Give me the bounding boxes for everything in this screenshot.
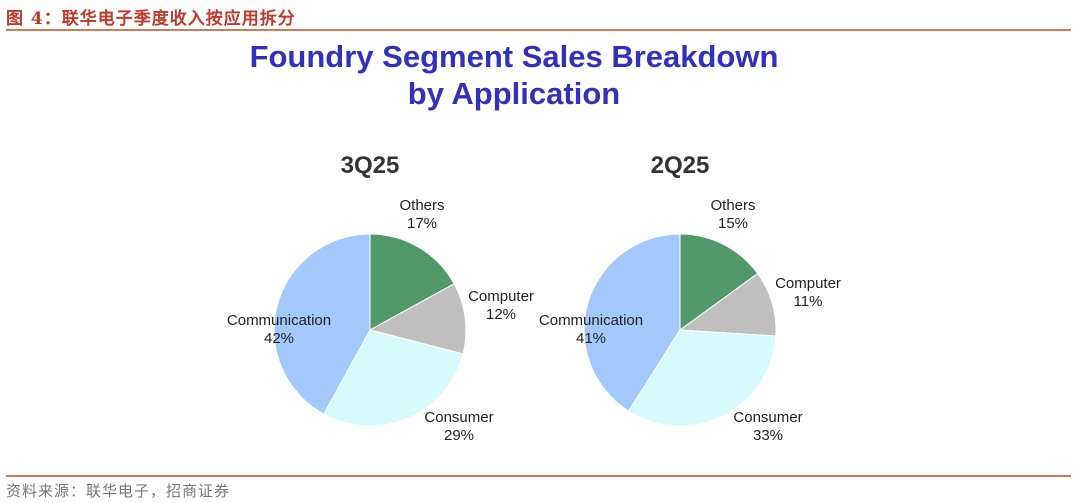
pie-title: 3Q25 (341, 152, 400, 179)
pie-slice-communication (273, 233, 371, 415)
slice-label-computer: Computer 11% (775, 275, 841, 310)
slice-label-computer: Computer 12% (468, 288, 534, 323)
figure-caption: 图 4：联华电子季度收入按应用拆分 (6, 9, 296, 29)
pie-slice-others (679, 233, 759, 331)
slice-label-communication: Communication 42% (227, 312, 331, 347)
title-line-1: Foundry Segment Sales Breakdown (249, 39, 779, 74)
slice-label-others: Others 17% (399, 197, 444, 232)
pie-title: 2Q25 (651, 152, 710, 179)
pie-slice-others (369, 233, 455, 331)
pie-slice-computer (678, 272, 777, 337)
source-note: 资料来源：联华电子，招商证券 (6, 482, 231, 500)
pie-slice-consumer (627, 329, 777, 427)
slice-label-communication: Communication 41% (539, 312, 643, 347)
top-divider (6, 29, 1071, 31)
slice-label-consumer: Consumer 33% (733, 409, 802, 444)
pie-chart-3q25: 3Q25 Others 17% Computer 12% Consumer 29% Commu… (227, 152, 534, 444)
title-line-2: by Application (407, 76, 621, 111)
bottom-divider (6, 475, 1071, 477)
slice-label-consumer: Consumer 29% (424, 409, 493, 444)
pie-slice-consumer (323, 329, 464, 427)
pie-slice-communication (583, 233, 681, 412)
pie-slice-computer (368, 283, 467, 355)
chart-main-title: Foundry Segment Sales Breakdown by Appli… (0, 38, 1028, 112)
slice-label-others: Others 15% (710, 197, 755, 232)
